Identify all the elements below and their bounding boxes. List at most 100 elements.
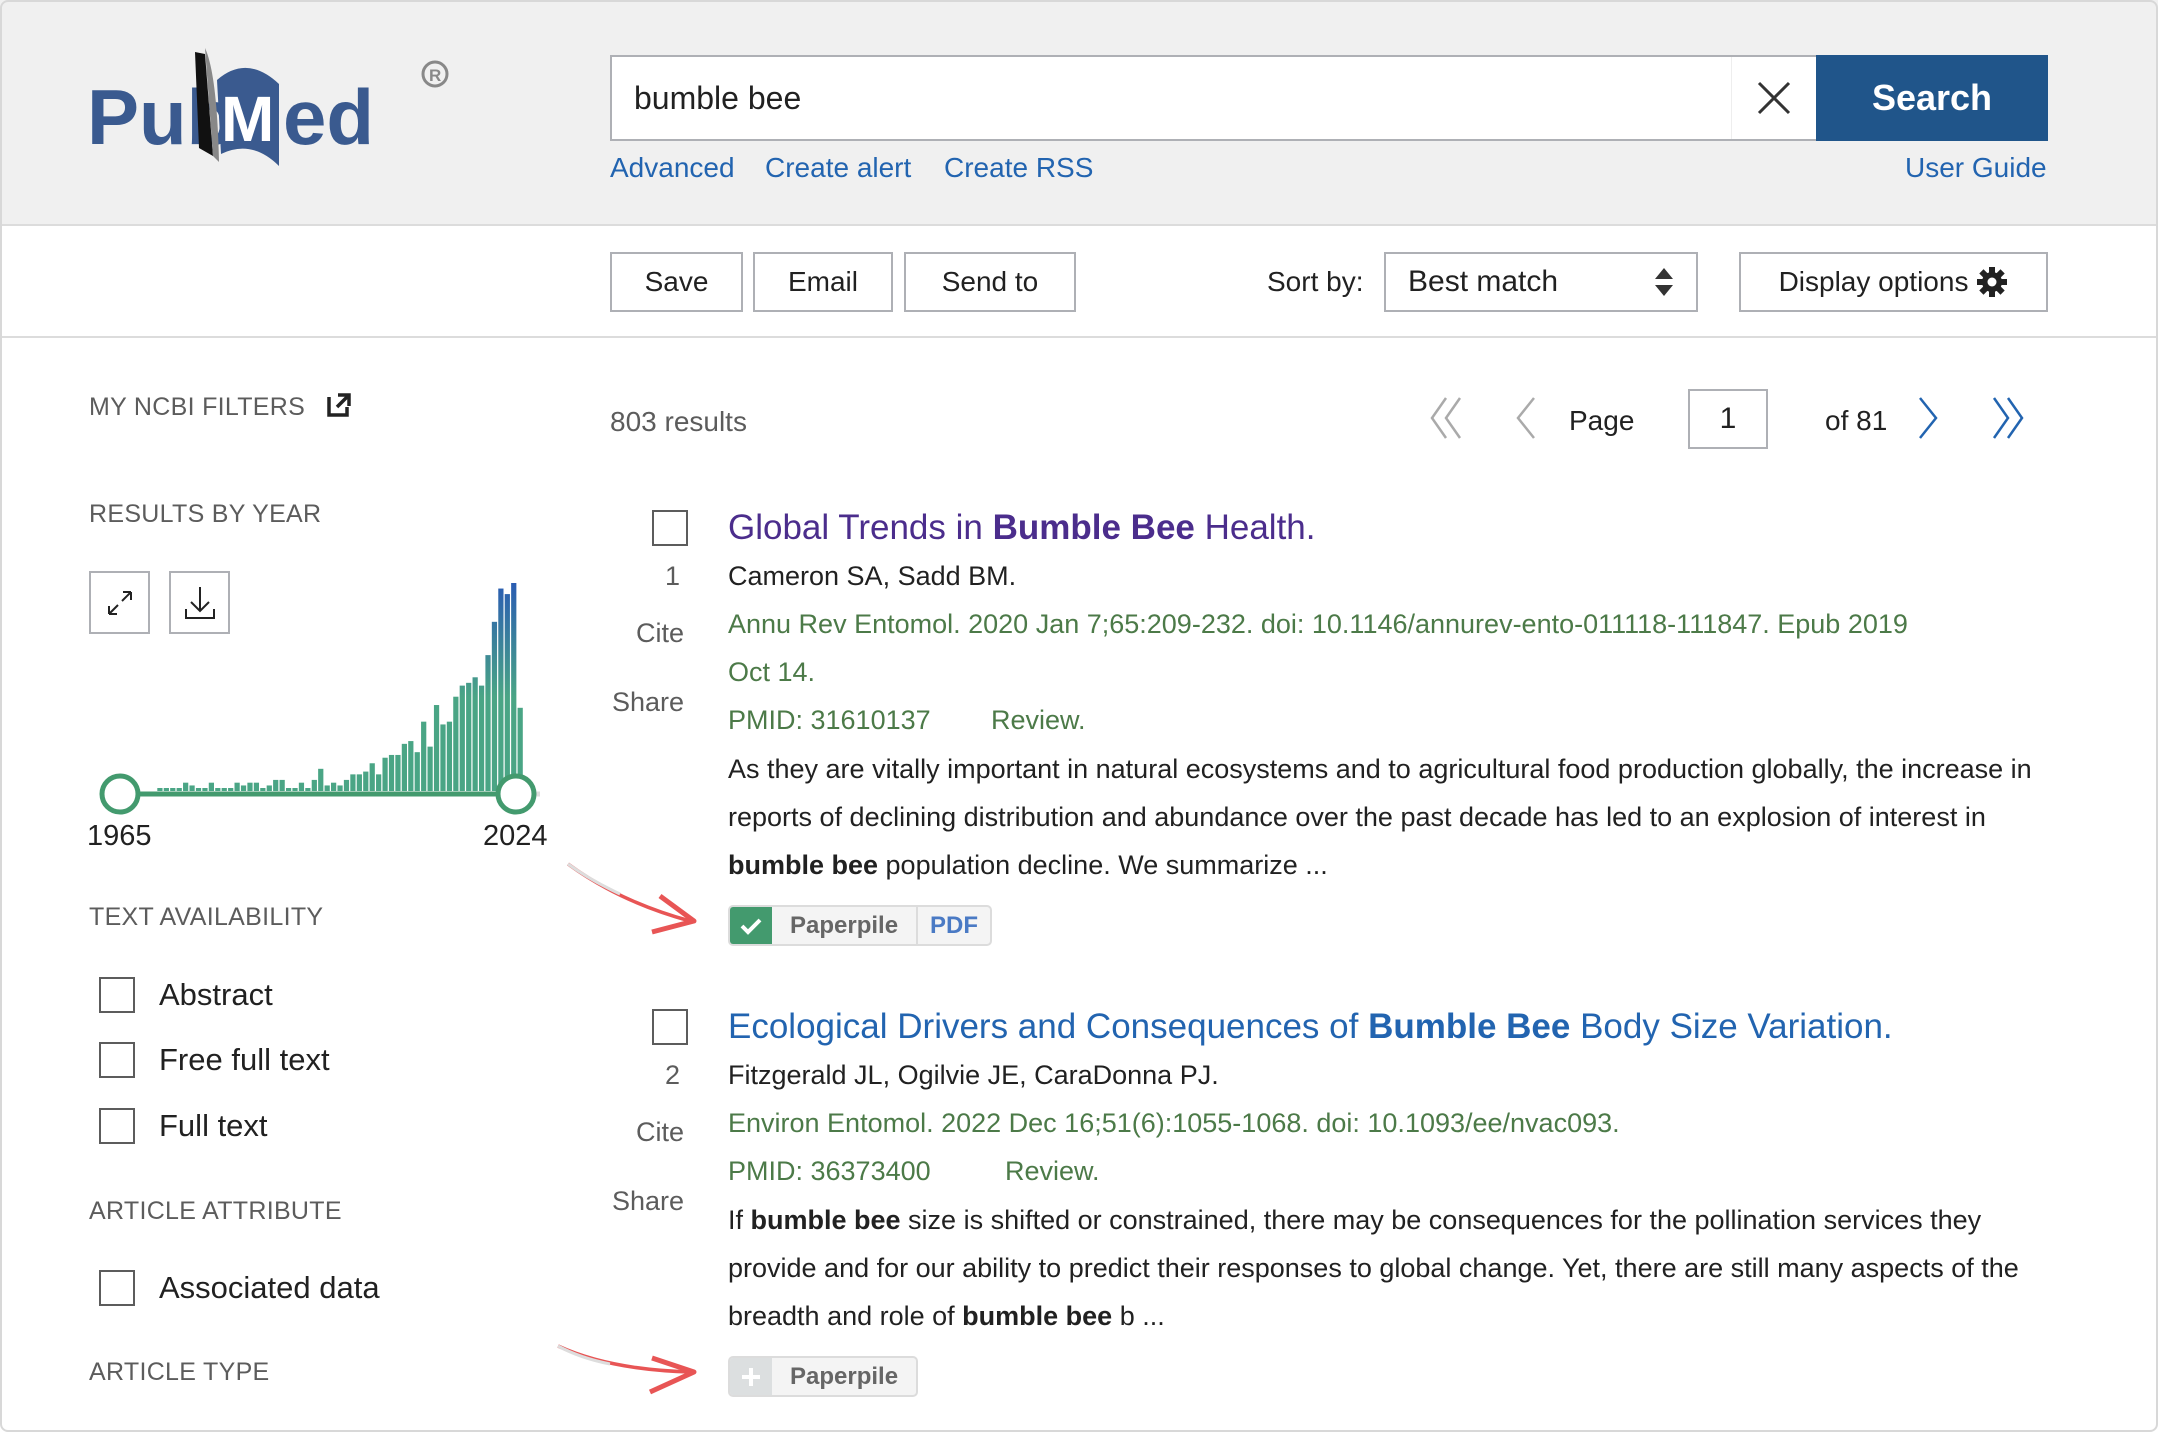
year-bar-2008[interactable] <box>414 752 420 791</box>
year-bar-2017[interactable] <box>472 677 478 791</box>
year-bar-2001[interactable] <box>369 763 375 791</box>
year-bar-1969[interactable] <box>163 788 169 791</box>
year-bar-2004[interactable] <box>388 754 395 791</box>
free-full-text-label[interactable]: Free full text <box>159 1042 330 1077</box>
year-bar-1981[interactable] <box>240 785 247 791</box>
year-bar-1989[interactable] <box>292 788 298 791</box>
year-bar-2000[interactable] <box>363 771 369 791</box>
year-bar-2005[interactable] <box>395 754 401 791</box>
year-bar-1999[interactable] <box>356 774 362 791</box>
result-title-link[interactable]: Global Trends in Bumble Bee Health. <box>728 508 1316 547</box>
year-bar-1982[interactable] <box>247 782 253 791</box>
year-bar-1987[interactable] <box>279 779 285 791</box>
year-bar-1972[interactable] <box>183 782 189 791</box>
year-bar-2009[interactable] <box>421 721 427 791</box>
year-bar-1976[interactable] <box>208 782 214 791</box>
abstract-label[interactable]: Abstract <box>159 977 273 1012</box>
results-by-year-chart[interactable] <box>80 560 560 820</box>
create-rss-link[interactable]: Create RSS <box>944 152 1094 183</box>
year-bar-2015[interactable] <box>459 685 465 791</box>
year-bar-2019[interactable] <box>485 655 491 791</box>
year-bar-1974[interactable] <box>195 788 202 791</box>
search-button[interactable]: Search <box>1816 55 2048 141</box>
year-slider-start-handle[interactable] <box>99 773 141 815</box>
associated-data-checkbox[interactable] <box>99 1270 135 1306</box>
year-bar-2002[interactable] <box>376 774 382 791</box>
year-bar-1990[interactable] <box>298 782 305 791</box>
year-bar-2012[interactable] <box>440 724 446 791</box>
year-bar-1975[interactable] <box>202 788 208 791</box>
year-bar-2018[interactable] <box>478 685 485 791</box>
free-full-text-checkbox[interactable] <box>99 1042 135 1078</box>
display-options-button[interactable]: Display options <box>1739 252 2048 312</box>
year-slider-end-handle[interactable] <box>495 773 537 815</box>
advanced-link[interactable]: Advanced <box>610 152 735 183</box>
year-bar-1992[interactable] <box>311 779 317 791</box>
pubmed-logo[interactable]: Pub M ed R <box>87 44 457 169</box>
year-bar-1968[interactable] <box>157 788 163 791</box>
save-button[interactable]: Save <box>610 252 743 312</box>
year-bar-1983[interactable] <box>253 782 260 791</box>
expand-chart-button[interactable] <box>89 571 150 634</box>
sort-select[interactable]: Best match <box>1384 252 1698 312</box>
download-chart-button[interactable] <box>169 571 230 634</box>
year-bar-2014[interactable] <box>453 696 459 791</box>
year-bar-2003[interactable] <box>382 757 388 791</box>
create-alert-link[interactable]: Create alert <box>765 152 912 183</box>
last-page-icon[interactable] <box>1990 396 2028 440</box>
year-bar-1984[interactable] <box>260 788 266 791</box>
previous-page-icon[interactable] <box>1514 396 1538 440</box>
paperpile-badge[interactable]: Paperpile <box>728 1356 919 1397</box>
pdf-link[interactable]: PDF <box>930 911 979 939</box>
year-bar-1977[interactable] <box>215 788 221 791</box>
search-input[interactable]: bumble bee <box>610 55 1816 141</box>
result-select-checkbox[interactable] <box>652 510 688 546</box>
year-bar-2007[interactable] <box>408 741 414 791</box>
year-bar-1986[interactable] <box>273 779 279 791</box>
year-bar-1991[interactable] <box>305 788 311 791</box>
year-bar-1979[interactable] <box>228 788 234 791</box>
my-ncbi-filters-link[interactable]: MY NCBI FILTERS <box>89 392 352 422</box>
year-bar-2023[interactable] <box>511 583 517 791</box>
year-bar-1994[interactable] <box>324 785 330 791</box>
year-bar-2006[interactable] <box>401 743 407 791</box>
year-bar-1995[interactable] <box>331 782 337 791</box>
full-text-checkbox[interactable] <box>99 1108 135 1144</box>
user-guide-link[interactable]: User Guide <box>1905 152 2047 183</box>
year-bar-1997[interactable] <box>343 779 350 791</box>
year-bar-1973[interactable] <box>189 785 195 791</box>
clear-search-button[interactable] <box>1731 57 1816 139</box>
full-text-label[interactable]: Full text <box>159 1108 268 1143</box>
year-bar-1985[interactable] <box>266 785 272 791</box>
associated-data-label[interactable]: Associated data <box>159 1270 380 1305</box>
year-bar-1980[interactable] <box>234 782 240 791</box>
share-button[interactable]: Share <box>611 1186 684 1216</box>
abstract-checkbox[interactable] <box>99 977 135 1013</box>
year-bar-2016[interactable] <box>466 682 472 791</box>
result-select-checkbox[interactable] <box>652 1009 688 1045</box>
share-button[interactable]: Share <box>611 687 684 717</box>
year-bar-2010[interactable] <box>427 746 433 791</box>
year-bar-1971[interactable] <box>176 788 182 791</box>
year-bar-2013[interactable] <box>446 721 453 791</box>
cite-button[interactable]: Cite <box>635 618 684 648</box>
year-bar-1970[interactable] <box>170 788 176 791</box>
year-bar-1998[interactable] <box>350 774 356 791</box>
result-title-link[interactable]: Ecological Drivers and Consequences of B… <box>728 1007 1893 1046</box>
year-bar-2011[interactable] <box>433 705 440 791</box>
next-page-icon[interactable] <box>1916 396 1940 440</box>
page-number-input[interactable]: 1 <box>1688 389 1768 449</box>
year-bar-1996[interactable] <box>337 785 343 791</box>
year-bar-2021[interactable] <box>498 588 504 791</box>
paperpile-badge[interactable]: Paperpile PDF <box>728 905 993 946</box>
year-bar-1978[interactable] <box>221 788 227 791</box>
cite-button[interactable]: Cite <box>635 1117 684 1147</box>
year-bar-1993[interactable] <box>318 768 324 791</box>
first-page-icon[interactable] <box>1428 396 1464 440</box>
year-bar-2020[interactable] <box>491 621 498 791</box>
year-bar-1988[interactable] <box>285 788 292 791</box>
email-button[interactable]: Email <box>753 252 893 312</box>
send-to-button[interactable]: Send to <box>904 252 1076 312</box>
year-bar-2022[interactable] <box>504 594 510 791</box>
year-bar-2024[interactable] <box>517 707 523 791</box>
